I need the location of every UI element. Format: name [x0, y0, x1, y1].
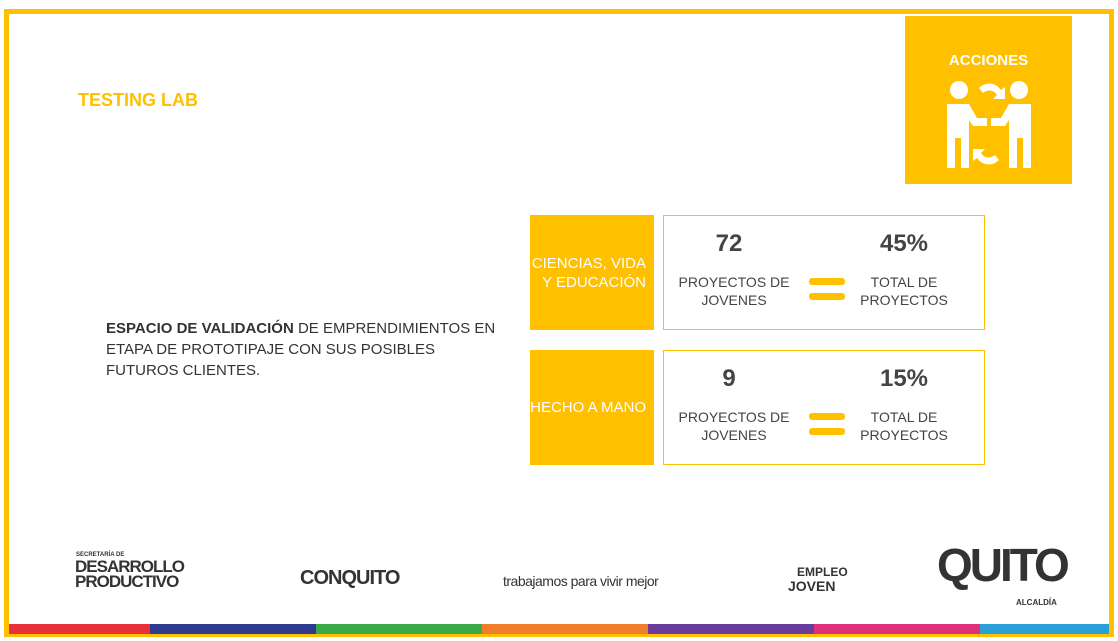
frame: [4, 9, 1114, 637]
slogan: trabajamos para vivir mejor: [503, 573, 659, 589]
share: 15%: [879, 365, 929, 392]
count-label: PROYECTOS DE JOVENES: [678, 274, 790, 308]
stat-box: 72 PROYECTOS DE JOVENES 45% TOTAL DE PRO…: [663, 215, 985, 330]
logo-joven: JOVEN: [788, 578, 836, 594]
category: HECHO A MANO: [530, 350, 654, 465]
bar-segment: [482, 624, 648, 634]
bar-segment: [150, 624, 316, 634]
category: CIENCIAS, VIDA Y EDUCACIÓN: [530, 215, 654, 330]
logo-alcaldia: ALCALDÍA: [1016, 598, 1057, 607]
count-label: PROYECTOS DE JOVENES: [678, 409, 790, 443]
share: 45%: [879, 230, 929, 257]
title: TESTING LAB: [78, 90, 198, 110]
logo-empleo: EMPLEO: [797, 565, 848, 579]
count: 72: [715, 230, 743, 257]
description-bold: ESPACIO DE VALIDACIÓN: [106, 320, 294, 337]
bar-segment: [316, 624, 482, 634]
share-label: TOTAL DE PROYECTOS: [860, 274, 948, 308]
equals: [809, 278, 845, 285]
bar-segment: [9, 624, 150, 634]
bar-segment: [648, 624, 814, 634]
color-bar: [9, 624, 1109, 634]
share-label: TOTAL DE PROYECTOS: [860, 409, 948, 443]
logo-desarrollo: DESARROLLO PRODUCTIVO: [75, 557, 185, 591]
bar-segment: [980, 624, 1109, 634]
logo-quito: QUITO: [937, 539, 1070, 591]
description-text: DE EMPRENDIMIENTOS EN ETAPA DE PROTOTIPA…: [106, 320, 496, 379]
stat-box: 9 PROYECTOS DE JOVENES 15% TOTAL DE PROY…: [663, 350, 985, 465]
equals: [809, 293, 845, 300]
logo-conquito: CONQUITO: [300, 567, 400, 589]
equals: [809, 428, 845, 435]
equals: [809, 413, 845, 420]
badge-label: ACCIONES: [948, 52, 1029, 69]
count: 9: [722, 365, 736, 392]
bar-segment: [814, 624, 980, 634]
description: ESPACIO DE VALIDACIÓN DE EMPRENDIMIENTOS…: [106, 318, 496, 381]
badge: ACCIONES: [905, 16, 1072, 184]
actions-icon: [947, 81, 1031, 168]
logo-small: SECRETARÍA DE: [76, 552, 125, 558]
